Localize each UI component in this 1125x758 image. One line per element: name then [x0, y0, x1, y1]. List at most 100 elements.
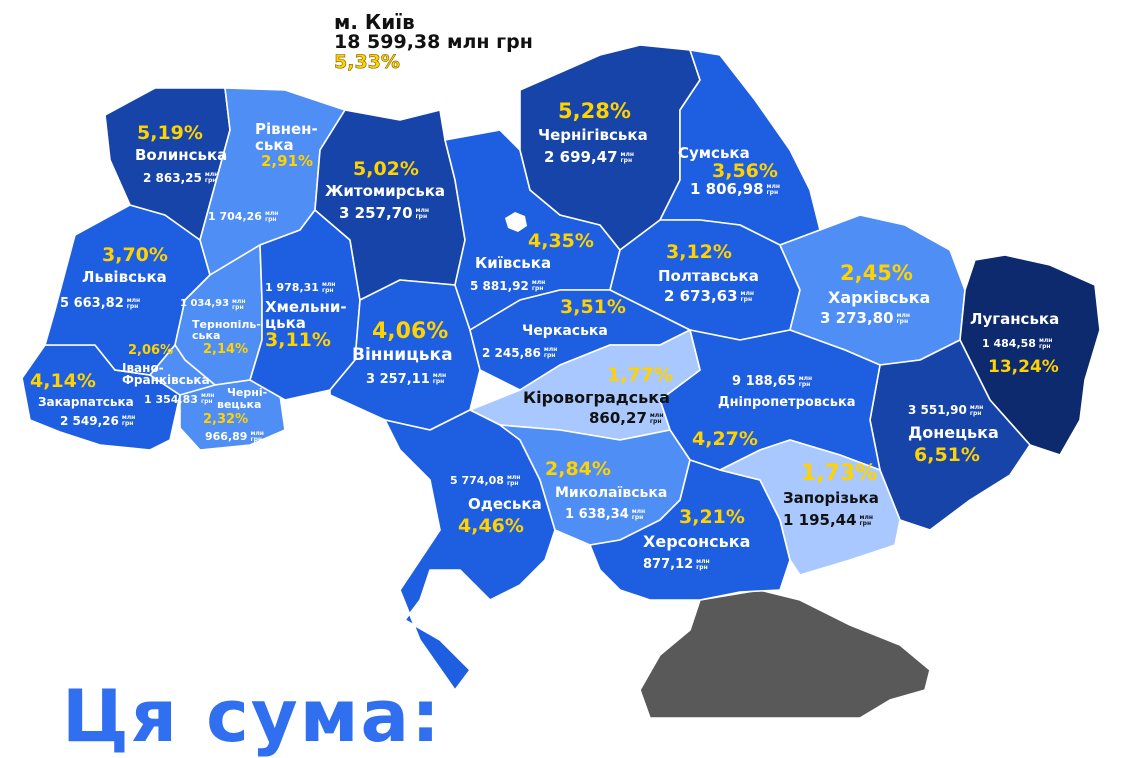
cherkaska-percent: 3,51%: [560, 296, 626, 318]
khersonska-label: 3,21% Херсонська 877,12 млн грн: [643, 506, 751, 573]
donetska-name: Донецька: [908, 422, 999, 442]
poltavska-percent: 3,12%: [666, 241, 732, 263]
mykolaivska-name: Миколаївська: [555, 484, 668, 501]
zhytomyrska-percent: 5,02%: [353, 158, 419, 180]
rivnenska-value-label: 1 704,26 млн грн: [208, 209, 279, 223]
rivnenska-name: Рівнен-: [255, 120, 318, 138]
rivnenska-value: 1 704,26: [208, 209, 262, 223]
zakarpatska-value: 2 549,26: [60, 413, 119, 428]
zhytomyrska-label: 5,02% Житомирська 3 257,70 млн грн: [325, 158, 446, 223]
kyiv-city-value: 18 599,38 млн грн: [334, 31, 533, 53]
vinnytska-name: Вінницька: [352, 345, 453, 366]
chernivetska-name-2: вецька: [217, 397, 262, 411]
chernivetska-name: Черні-: [227, 386, 268, 399]
ternopilska-label: 1 034,93 млн грн Тернопіль- ська: [180, 297, 261, 343]
khmelnytska-name-2: цька: [265, 313, 306, 332]
volynska-name: Волинська: [135, 145, 228, 164]
dnipropetrovska-name: Дніпропетровська: [718, 394, 856, 410]
zaporizka-name: Запорізька: [783, 489, 879, 508]
ivano-frankivska-value: 1 354,83: [144, 392, 198, 406]
kirovohradska-label: 1,77% Кіровоградська 860,27 млн грн: [523, 364, 673, 428]
kirovohradska-value: 860,27: [589, 409, 647, 428]
vinnytska-label: 4,06% Вінницька 3 257,11 млн грн: [352, 319, 453, 387]
kharkivska-label: 2,45% Харківська 3 273,80 млн грн: [820, 261, 931, 328]
rivnenska-name-2: ська: [255, 135, 294, 154]
zaporizka-percent: 1,73%: [801, 461, 878, 486]
kirovohradska-name: Кіровоградська: [523, 387, 670, 407]
zhytomyrska-value: 3 257,70: [339, 204, 413, 223]
sumska-percent: 3,56%: [712, 159, 778, 182]
mykolaivska-label: 2,84% Миколаївська 1 638,34 млн грн: [545, 458, 668, 523]
luhanska-label: Луганська 1 484,58 млн грн 13,24%: [970, 310, 1060, 377]
volynska-value: 2 863,25: [143, 170, 202, 185]
ivano-frankivska-label: 2,06% Івано- Франківська 1 354,83 млн грн: [122, 343, 215, 406]
kyiv-city-label: м. Київ 18 599,38 млн грн 5,33%: [334, 12, 533, 73]
chernivetska-percent-label: 2,32%: [203, 413, 248, 427]
kyivska-label: 4,35% Київська 5 881,92 млн грн: [470, 230, 594, 293]
odeska-value: 5 774,08: [450, 473, 504, 487]
lvivska-name: Львівська: [82, 267, 167, 286]
vinnytska-percent: 4,06%: [372, 319, 449, 344]
chernivetska-percent: 2,32%: [203, 412, 249, 427]
khersonska-value: 877,12: [643, 557, 694, 573]
dnipropetrovska-label: 9 188,65 млн грн Дніпропетровська: [718, 373, 856, 410]
chernivetska-value-label: 966,89 млн грн: [205, 429, 264, 443]
chernivetska-value: 966,89: [205, 429, 248, 443]
zaporizka-region: [719, 439, 901, 576]
sumska-label: Сумська 3,56% 1 806,98 млн грн: [678, 144, 780, 199]
dnipropetrovska-value: 9 188,65: [732, 373, 796, 389]
poltavska-name: Полтавська: [658, 266, 759, 285]
ukraine-map: [21, 44, 1101, 718]
chernivetska-label: Черні- вецька: [205, 387, 267, 410]
zakarpatska-name: Закарпатська: [38, 394, 134, 409]
rivnenska-label: Рівнен- ська 2,91%: [255, 120, 318, 169]
khersonska-name: Херсонська: [643, 531, 751, 551]
khmelnytska-label: 1 978,31 млн грн Хмельни- цька 3,11%: [265, 280, 347, 352]
kharkivska-value: 3 273,80: [820, 309, 894, 328]
sumska-value: 1 806,98: [690, 180, 764, 199]
luhanska-value: 1 484,58: [982, 337, 1036, 351]
chernihivska-percent: 5,28%: [558, 99, 631, 123]
ternopilska-percent-label: 2,14%: [203, 343, 248, 357]
chernihivska-label: 5,28% Чернігівська 2 699,47 млн грн: [538, 99, 648, 167]
ivano-frankivska-percent: 2,06%: [128, 343, 174, 358]
volynska-label: 5,19% Волинська 2 863,25 млн грн: [135, 122, 228, 185]
luhanska-percent: 13,24%: [988, 356, 1059, 377]
khmelnytska-value: 1 978,31: [265, 280, 319, 294]
khmelnytska-name: Хмельни-: [265, 297, 347, 316]
kyivska-name: Київська: [475, 253, 552, 272]
ternopilska-name: Тернопіль-: [192, 317, 261, 331]
ivano-frankivska-name-2: Франківська: [122, 373, 210, 388]
donetska-label: 3 551,90 млн грн Донецька 6,51%: [908, 403, 999, 466]
khmelnytska-percent: 3,11%: [265, 329, 331, 352]
cherkaska-value: 2 245,86: [482, 345, 541, 360]
kyivska-percent: 4,35%: [528, 230, 594, 252]
chernihivska-value: 2 699,47: [544, 148, 618, 167]
poltavska-value: 2 673,63: [664, 287, 738, 306]
chernivetska-region: [179, 379, 286, 451]
zakarpatska-percent: 4,14%: [30, 370, 96, 392]
ivano-frankivska-name: Івано-: [122, 360, 164, 375]
donetska-value: 3 551,90: [908, 403, 967, 418]
bottom-headline: Ця сума:: [62, 674, 442, 758]
kharkivska-name: Харківська: [828, 288, 931, 308]
crimea-region: [639, 589, 931, 718]
donetska-percent: 6,51%: [914, 443, 980, 466]
kharkivska-percent: 2,45%: [840, 261, 913, 285]
lvivska-value: 5 663,82: [60, 296, 124, 312]
kirovohradska-percent: 1,77%: [607, 364, 673, 386]
cherkaska-label: 3,51% Черкаська 2 245,86 млн грн: [482, 296, 626, 360]
mykolaivska-value: 1 638,34: [565, 507, 629, 523]
lvivska-percent: 3,70%: [102, 244, 168, 266]
kyivska-value: 5 881,92: [470, 278, 529, 293]
odeska-label: 5 774,08 млн грн Одеська 4,46%: [450, 473, 542, 537]
sumska-name: Сумська: [678, 144, 750, 162]
odeska-name: Одеська: [468, 494, 542, 513]
khersonska-percent: 3,21%: [679, 506, 745, 528]
volynska-percent: 5,19%: [137, 122, 203, 144]
dnipropetrovska-percent-label: 4,27%: [692, 429, 758, 450]
ternopilska-name-2: ська: [192, 329, 221, 343]
mykolaivska-percent: 2,84%: [545, 458, 611, 480]
ternopilska-value: 1 034,93: [180, 298, 230, 310]
zakarpatska-label: 4,14% Закарпатська 2 549,26 млн грн: [30, 370, 136, 428]
